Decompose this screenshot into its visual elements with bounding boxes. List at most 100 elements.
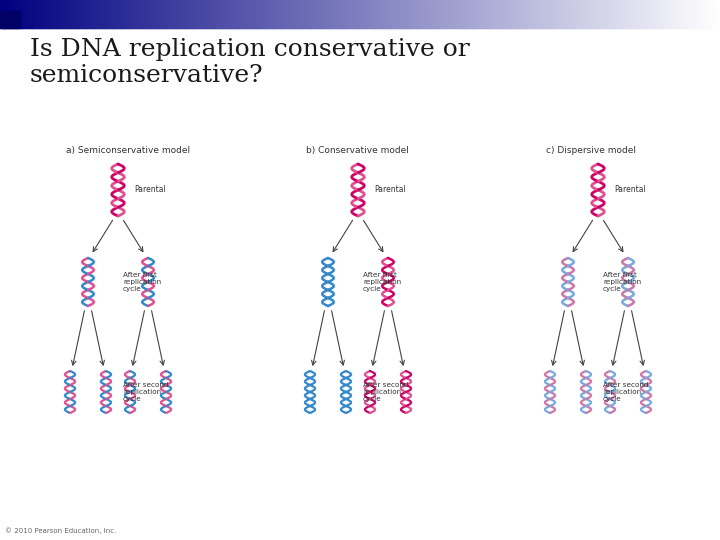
Bar xyxy=(428,0,431,28)
Text: After second
replication
cycle: After second replication cycle xyxy=(123,382,168,402)
Bar xyxy=(380,0,382,28)
Bar xyxy=(212,0,215,28)
Bar xyxy=(374,0,377,28)
Bar xyxy=(94,0,96,28)
Bar xyxy=(287,0,289,28)
Bar xyxy=(329,0,332,28)
Bar xyxy=(108,0,111,28)
Bar xyxy=(511,0,514,28)
Bar xyxy=(416,0,418,28)
Bar xyxy=(232,0,235,28)
Bar xyxy=(626,0,629,28)
Bar xyxy=(66,0,69,28)
Bar xyxy=(643,0,645,28)
Bar xyxy=(407,0,410,28)
Bar xyxy=(387,0,390,28)
Bar xyxy=(459,0,462,28)
Bar xyxy=(4,0,6,28)
Bar xyxy=(432,0,435,28)
Bar xyxy=(117,0,120,28)
Bar xyxy=(628,0,631,28)
Bar xyxy=(325,0,328,28)
Bar xyxy=(128,0,130,28)
Bar xyxy=(688,0,690,28)
Bar xyxy=(181,0,184,28)
Bar xyxy=(349,0,352,28)
Bar xyxy=(400,0,402,28)
Bar xyxy=(138,0,141,28)
Bar xyxy=(200,0,202,28)
Bar xyxy=(207,0,210,28)
Bar xyxy=(112,0,114,28)
Bar xyxy=(690,0,692,28)
Bar xyxy=(331,0,334,28)
Bar xyxy=(491,0,494,28)
Bar xyxy=(546,0,548,28)
Bar xyxy=(474,0,476,28)
Bar xyxy=(373,0,375,28)
Bar xyxy=(215,0,217,28)
Bar xyxy=(504,0,507,28)
Bar xyxy=(515,0,518,28)
Bar xyxy=(174,0,177,28)
Bar xyxy=(347,0,350,28)
Bar xyxy=(144,0,147,28)
Bar xyxy=(562,0,564,28)
Text: Parental: Parental xyxy=(614,186,646,194)
Bar xyxy=(634,0,636,28)
Bar xyxy=(317,0,320,28)
Bar xyxy=(632,0,634,28)
Bar xyxy=(371,0,374,28)
Bar xyxy=(612,0,615,28)
Bar xyxy=(495,0,498,28)
Bar xyxy=(351,0,354,28)
Bar xyxy=(497,0,500,28)
Bar xyxy=(107,0,109,28)
Bar xyxy=(306,0,309,28)
Bar xyxy=(598,0,600,28)
Bar xyxy=(289,0,292,28)
Bar xyxy=(274,0,276,28)
Bar xyxy=(243,0,246,28)
Bar xyxy=(30,0,33,28)
Bar xyxy=(81,0,84,28)
Bar xyxy=(414,0,417,28)
Bar xyxy=(508,0,510,28)
Bar xyxy=(29,0,32,28)
Bar xyxy=(641,0,644,28)
Bar xyxy=(115,0,118,28)
Bar xyxy=(78,0,80,28)
Bar xyxy=(673,0,676,28)
Bar xyxy=(376,0,379,28)
Bar xyxy=(176,0,179,28)
Bar xyxy=(86,0,89,28)
Bar xyxy=(409,0,411,28)
Text: Parental: Parental xyxy=(374,186,406,194)
Bar xyxy=(618,0,620,28)
Bar xyxy=(392,0,395,28)
Bar xyxy=(281,0,284,28)
Bar xyxy=(452,0,454,28)
Bar xyxy=(587,0,590,28)
Bar xyxy=(158,0,161,28)
Bar xyxy=(463,0,465,28)
Bar xyxy=(47,0,50,28)
Bar xyxy=(320,0,323,28)
Bar xyxy=(245,0,248,28)
Bar xyxy=(467,0,469,28)
Bar xyxy=(32,0,35,28)
Bar xyxy=(220,0,222,28)
Bar xyxy=(539,0,541,28)
Bar xyxy=(702,0,705,28)
Bar xyxy=(540,0,543,28)
Bar xyxy=(576,0,579,28)
Bar xyxy=(223,0,226,28)
Bar xyxy=(558,0,561,28)
Bar xyxy=(405,0,408,28)
Bar xyxy=(608,0,611,28)
Bar xyxy=(551,0,554,28)
Bar xyxy=(236,0,238,28)
Bar xyxy=(698,0,701,28)
Bar xyxy=(482,0,485,28)
Bar xyxy=(654,0,656,28)
